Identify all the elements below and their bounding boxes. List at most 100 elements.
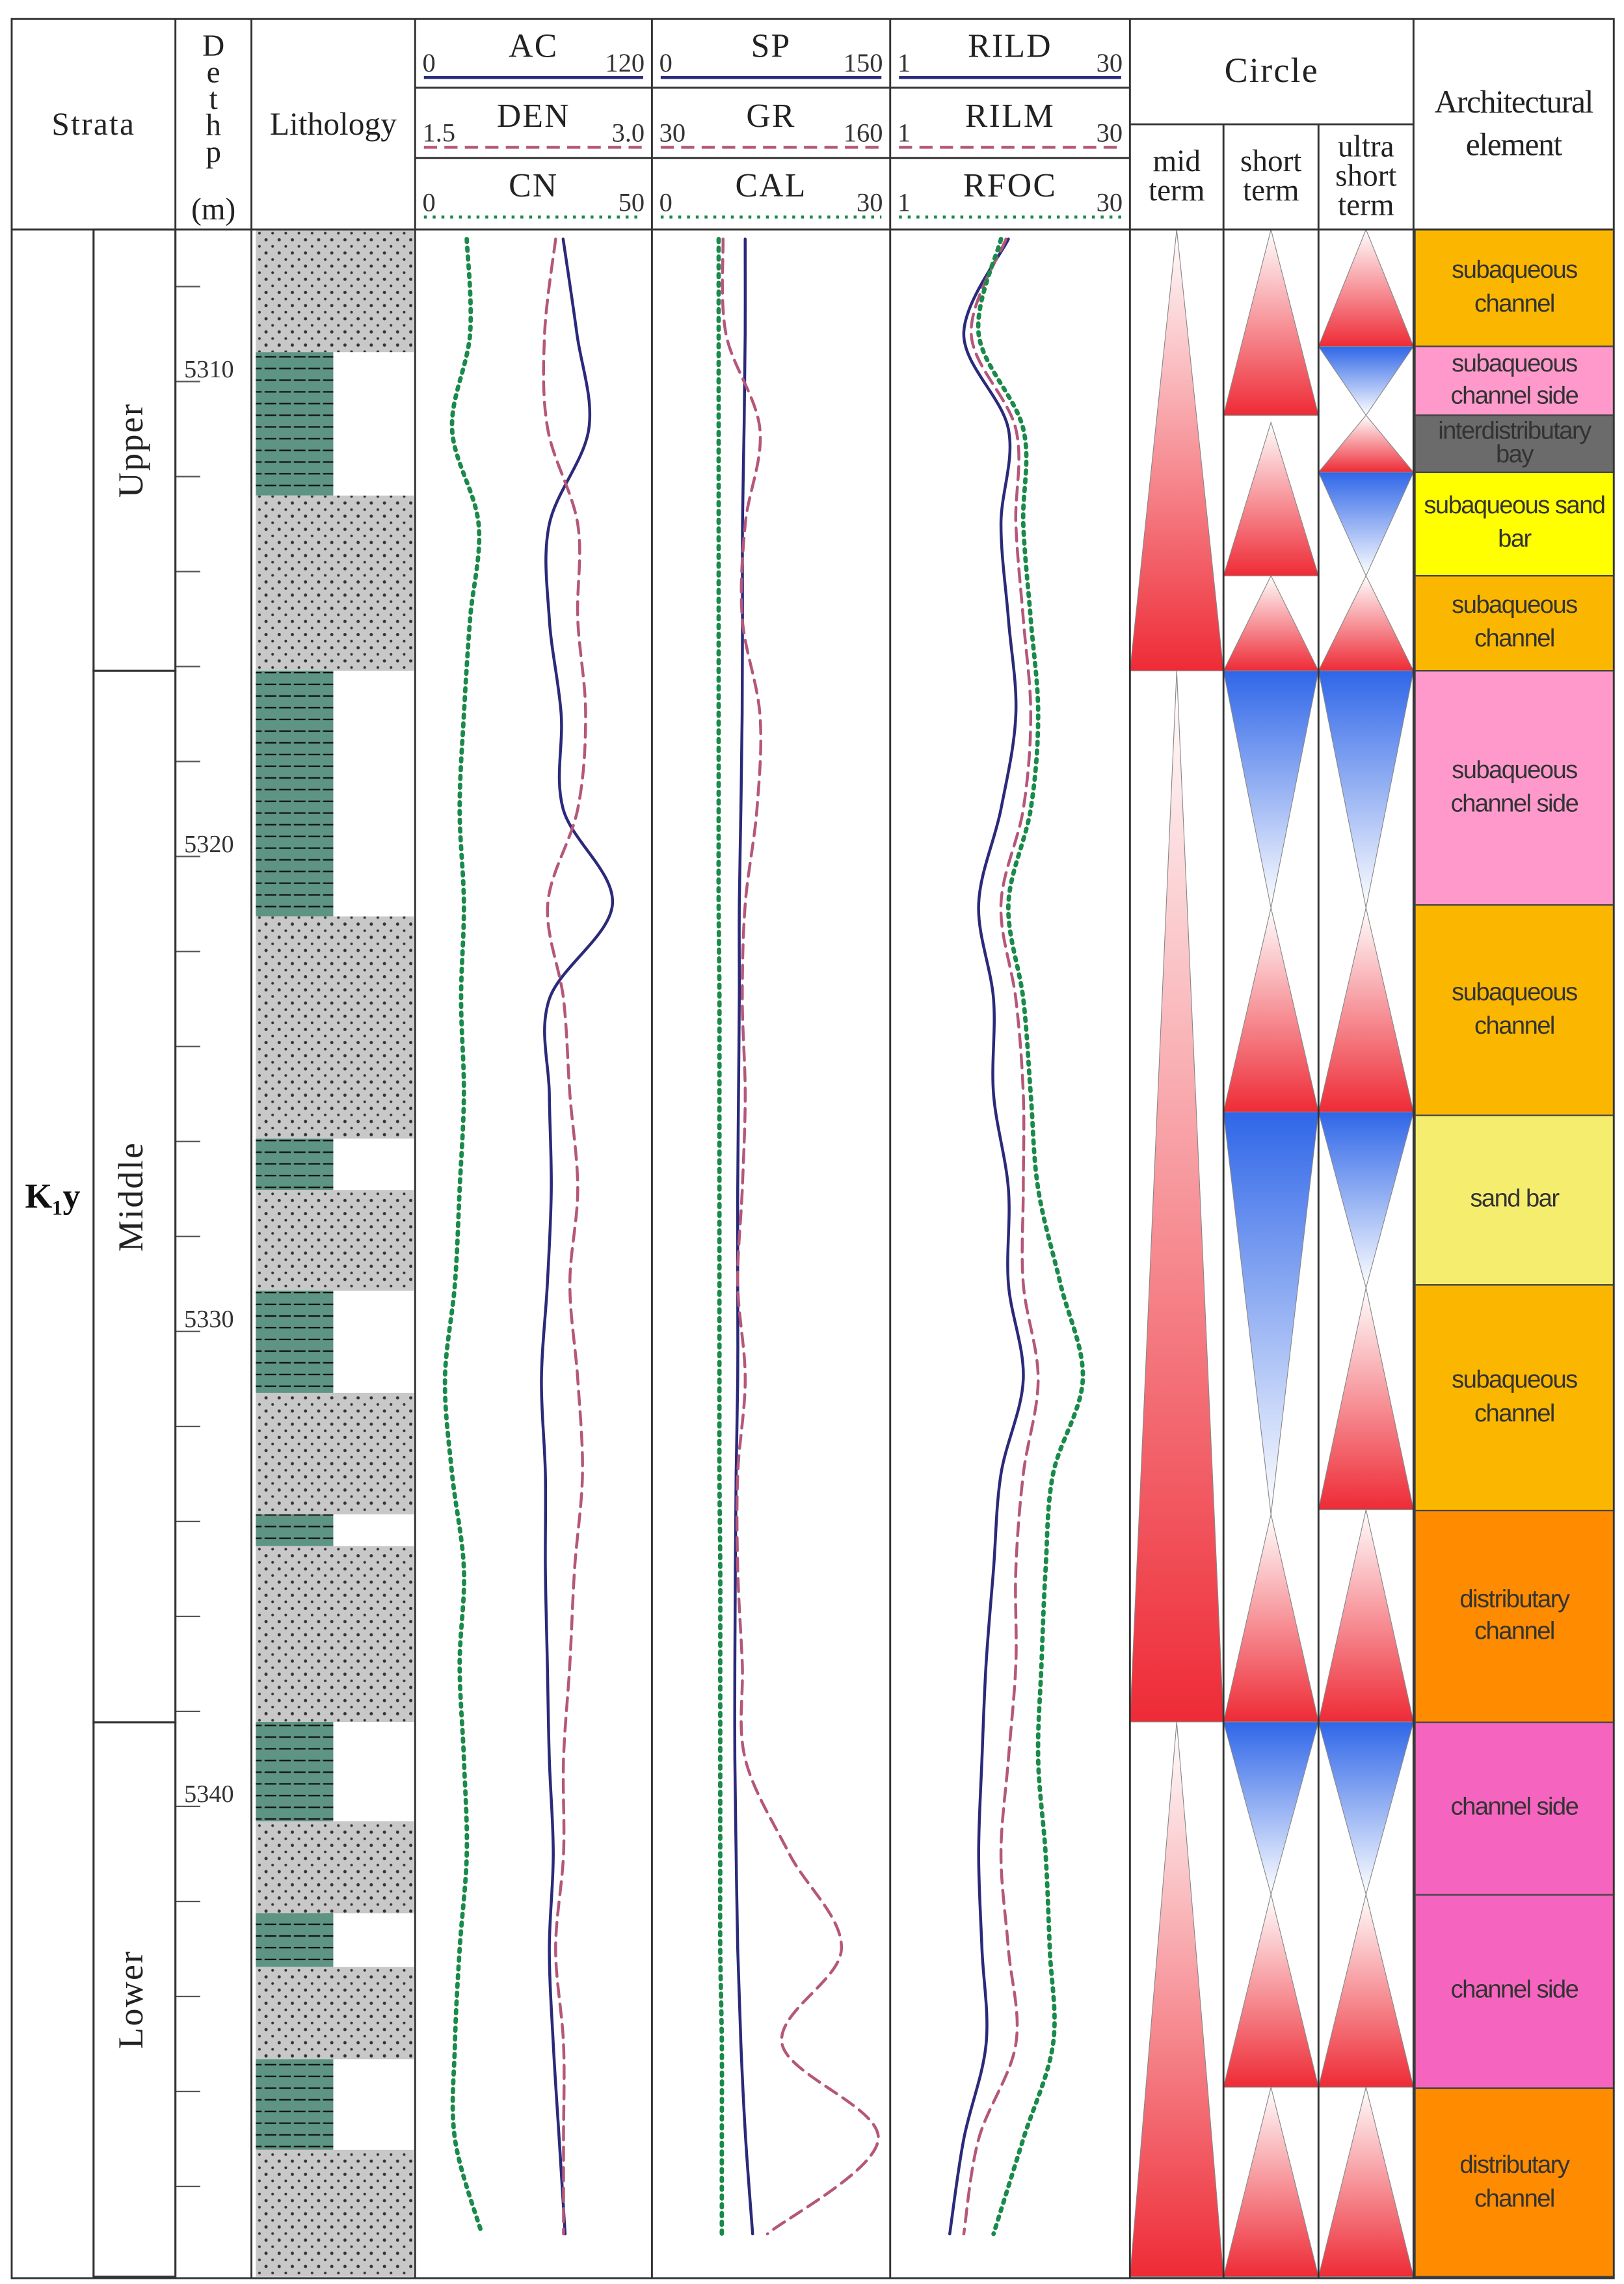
cycle-triangle: [1318, 345, 1415, 416]
cycle-triangle: [1318, 1721, 1415, 1896]
scale-label: 30: [857, 188, 883, 217]
cycle-triangle: [1318, 574, 1415, 671]
cycle-triangle: [1223, 1111, 1319, 1514]
lithology-header-box: Lithology: [269, 105, 397, 142]
architecture-label-box: subaqueous channel: [1452, 256, 1578, 317]
architecture-interval: [1414, 414, 1615, 474]
architecture-label: distributary channel: [1459, 2150, 1570, 2212]
architecture-label: subaqueous channel: [1452, 591, 1578, 653]
architecture-interval: [1414, 575, 1615, 672]
scale-label: 120: [606, 48, 645, 77]
lithology-header: Lithology: [269, 105, 397, 142]
architecture-label: sand bar: [1470, 1185, 1560, 1213]
architecture-interval: [1414, 670, 1615, 906]
cycle-triangle: [1223, 1894, 1319, 2088]
architecture-label-box: subaqueous channel: [1452, 591, 1578, 653]
architecture-label-box: subaqueous channel side: [1451, 756, 1579, 817]
scale-label: 30: [1097, 188, 1123, 217]
scale-label: 1: [898, 48, 911, 77]
scale-label: 1: [898, 188, 911, 217]
curve-name: RILD: [968, 28, 1052, 65]
scale-label: 0: [423, 48, 436, 77]
log-curve: [716, 237, 725, 2237]
lithology-interval: [256, 2149, 414, 2277]
strata-header-box: Strata: [51, 105, 136, 142]
lithology-interval: [256, 1546, 414, 1722]
outer-border: [10, 18, 1615, 2279]
architecture-interval: [1414, 2087, 1615, 2277]
lithology-interval: [256, 1721, 334, 1821]
architecture-label-box: subaqueous sand bar: [1424, 492, 1606, 553]
depth-tick-label: 5330: [184, 1306, 233, 1333]
strata-header: Strata: [51, 105, 136, 142]
curve-name: CAL: [736, 167, 807, 204]
cycle-header-box: mid term: [1148, 143, 1205, 208]
architecture-header-box: Architectural element: [1434, 84, 1594, 163]
architecture-label-box: interdistributary bay: [1438, 417, 1591, 469]
circle-header-box: Circle: [1224, 52, 1319, 91]
lithology-interval: [256, 495, 414, 671]
architecture-interval: [1414, 228, 1615, 347]
architecture-label-box: distributary channel: [1459, 2150, 1570, 2212]
architecture-label: channel side: [1450, 1793, 1579, 1821]
cycle-triangle: [1223, 1514, 1319, 1723]
curve-name: AC: [509, 28, 558, 65]
lithology-interval: [256, 1138, 334, 1190]
scale-label: 1.5: [423, 118, 456, 147]
architecture-label: interdistributary bay: [1438, 417, 1591, 469]
cycle-triangle: [1318, 1894, 1415, 2088]
architecture-interval: [1414, 1284, 1615, 1512]
scale-label: 0: [659, 188, 672, 217]
cycle-triangle: [1129, 1721, 1224, 2277]
log-curve: [442, 237, 485, 2237]
cycle-header-box: short term: [1240, 146, 1301, 206]
cycle-triangle: [1223, 1721, 1320, 1896]
depth-unit: (m): [191, 193, 235, 226]
member-label: Upper: [111, 403, 150, 498]
content: Strata Lithology Circle Architectural eleme…: [25, 28, 1615, 2278]
scale-label: 30: [1097, 48, 1123, 77]
architecture-label-box: channel side: [1450, 1793, 1579, 1821]
curve-name: SP: [751, 28, 792, 65]
architecture-label: subaqueous channel side: [1450, 349, 1579, 410]
cycle-triangle: [1223, 421, 1320, 576]
log-curve: [976, 237, 1085, 2237]
lithology-interval: [256, 352, 334, 496]
depth-tick-label: 5340: [184, 1780, 233, 1808]
architecture-header: Architectural element: [1434, 84, 1594, 163]
curve-name: CN: [509, 167, 558, 204]
lithology-interval: [256, 671, 334, 917]
lithology-interval: [256, 916, 414, 1139]
architecture-interval: [1414, 1721, 1615, 1896]
circle-header: Circle: [1224, 52, 1319, 91]
scale-label: 30: [659, 118, 686, 147]
lithology-interval: [256, 1967, 414, 2060]
cycle-triangle: [1223, 574, 1320, 671]
cycle-header-box: ultra short term: [1335, 131, 1396, 220]
cycle-triangle: [1318, 1111, 1415, 1289]
cycle-triangle: [1129, 671, 1224, 1723]
curve-name: RFOC: [963, 167, 1057, 204]
scale-label: 0: [659, 48, 672, 77]
scale-label: 160: [844, 118, 883, 147]
lithology-interval: [256, 229, 414, 353]
architecture-interval: [1414, 1114, 1615, 1286]
cycle-header: mid term: [1148, 143, 1205, 208]
architecture-interval: [1414, 904, 1615, 1116]
architecture-interval: [1414, 345, 1615, 416]
architecture-label: subaqueous channel: [1452, 978, 1578, 1040]
architecture-interval: [1414, 1509, 1615, 1723]
architecture-label-box: subaqueous channel: [1452, 978, 1578, 1040]
log-curve: [540, 237, 614, 2236]
curve-name: GR: [746, 98, 795, 135]
lithology-interval: [256, 1913, 334, 1967]
lithology-interval: [256, 1190, 414, 1291]
lithology-interval: [256, 1392, 414, 1514]
cycle-triangle: [1318, 228, 1415, 347]
scale-label: 1: [898, 118, 911, 147]
scale-label: 0: [423, 188, 436, 217]
curve-name: RILM: [965, 98, 1055, 135]
architecture-label-box: channel side: [1451, 1976, 1579, 2004]
